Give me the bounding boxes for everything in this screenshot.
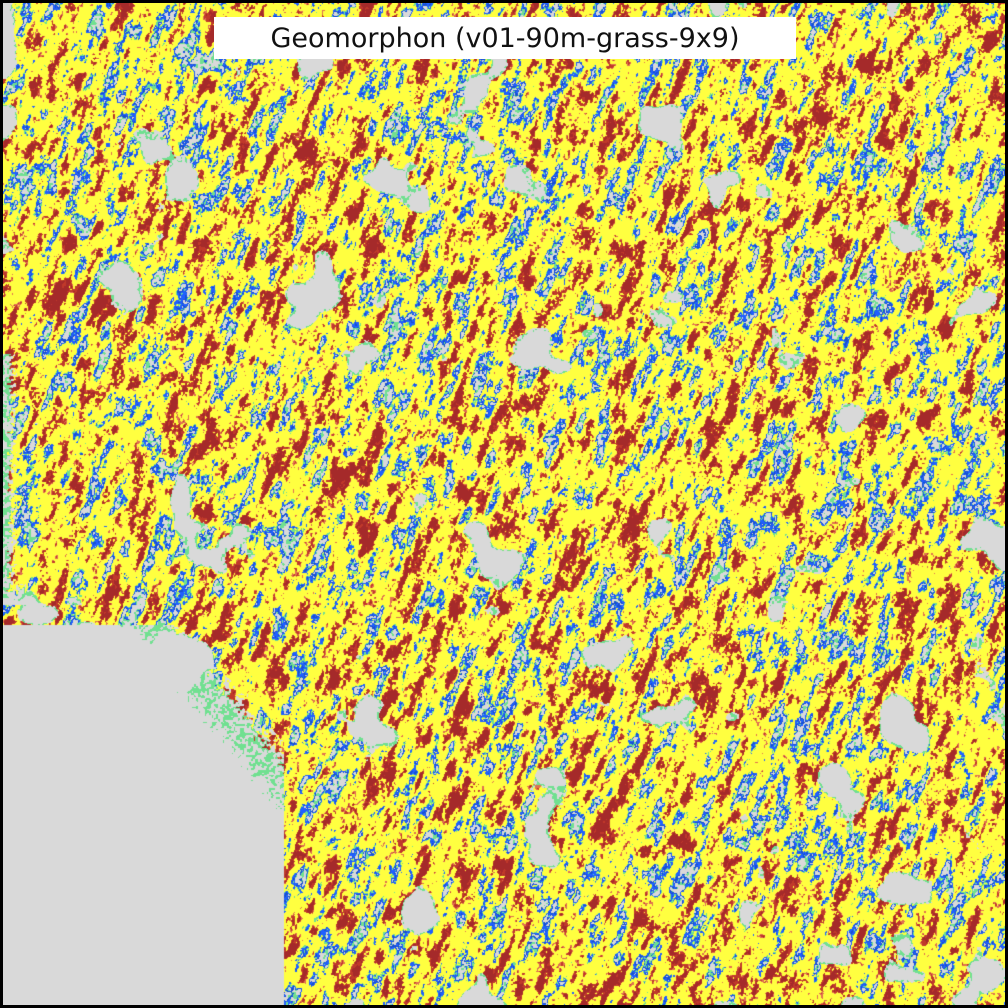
geomorphon-map-raster [3,3,1005,1005]
map-title: Geomorphon (v01-90m-grass-9x9) [270,22,740,54]
map-title-box: Geomorphon (v01-90m-grass-9x9) [214,17,796,59]
